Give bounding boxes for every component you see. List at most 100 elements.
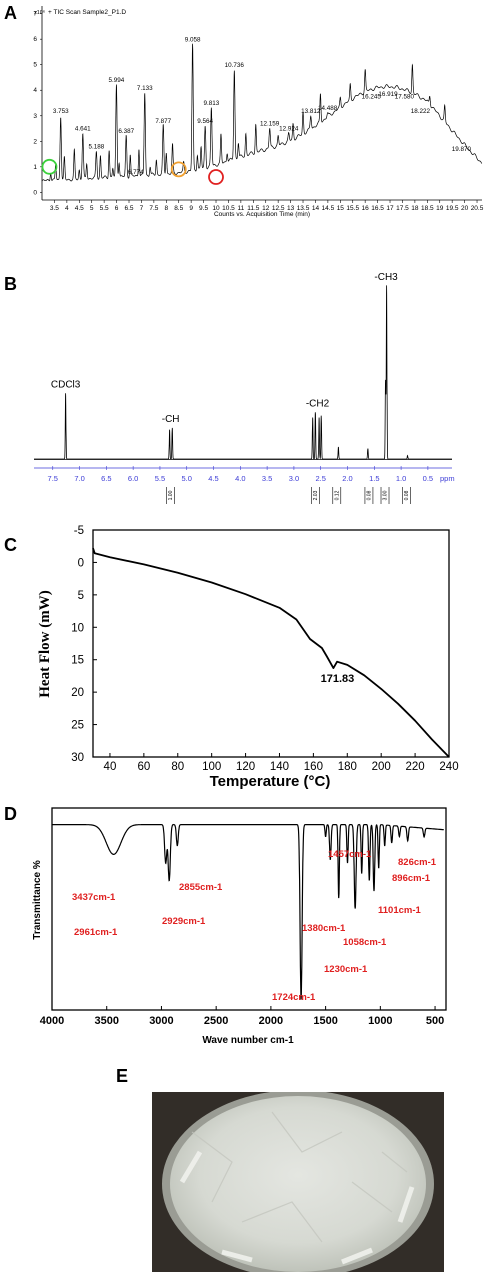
chromatogram-x-tick-label: 7.5	[149, 205, 158, 212]
ftir-x-tick-label: 1000	[368, 1015, 392, 1027]
nmr-x-tick-label: 0.5	[423, 474, 433, 483]
ftir-x-tick-label: 3000	[149, 1015, 173, 1027]
chromatogram-x-tick-label: 9	[189, 205, 193, 212]
chromatogram-x-tick-label: 12	[262, 205, 270, 212]
dsc-x-tick-label: 240	[439, 761, 458, 773]
polymer-film	[170, 1096, 426, 1272]
chromatogram-x-tick-label: 5.5	[100, 205, 109, 212]
chromatogram-x-tick-label: 17	[386, 205, 394, 212]
chromatogram-x-tick-label: 19.5	[446, 205, 459, 212]
dsc-y-tick-label: 15	[71, 655, 84, 667]
chromatogram-peak-label: 12.924	[279, 126, 299, 133]
chromatogram-x-tick-label: 13.5	[297, 205, 310, 212]
chromatogram-highlight-circle	[41, 158, 58, 175]
panel-label-b: B	[4, 274, 17, 294]
nmr-integral-value: 1.00	[168, 490, 174, 500]
chromatogram-trace	[41, 43, 483, 182]
nmr-x-tick-label: 1.0	[396, 474, 406, 483]
chromatogram-x-tick-label: 14	[312, 205, 320, 212]
chromatogram-x-tick-label: 8	[164, 205, 168, 212]
film-photo	[152, 1092, 444, 1272]
chromatogram-peak-label: 3.753	[53, 108, 69, 115]
chromatogram-x-tick-label: 5	[90, 205, 94, 212]
chromatogram-x-tick-label: 6	[115, 205, 119, 212]
chromatogram-y-exponent: x10⁶	[34, 9, 45, 16]
chromatogram-peak-label: 14.488	[318, 105, 338, 112]
chromatogram-x-tick-label: 15.5	[346, 205, 359, 212]
nmr-x-tick-label: 5.5	[155, 474, 165, 483]
ftir-x-tick-label: 1500	[313, 1015, 337, 1027]
chromatogram-x-tick-label: 13	[287, 205, 295, 212]
dsc-y-label: Heat Flow (mW)	[37, 590, 53, 697]
nmr-x-tick-label: 2.0	[342, 474, 352, 483]
nmr-peak-assignment: CDCl3	[51, 379, 81, 390]
ftir-x-tick-label: 3500	[94, 1015, 118, 1027]
chromatogram-x-tick-label: 18	[411, 205, 419, 212]
nmr-integral-value: 0.08	[404, 490, 410, 500]
nmr-x-tick-label: 6.5	[101, 474, 111, 483]
chromatogram-peak-label: 4.641	[75, 126, 91, 133]
chromatogram-y-tick-label: 5	[33, 62, 37, 69]
nmr-ppm-label: ppm	[440, 474, 455, 483]
dsc-peak-label: 171.83	[321, 673, 355, 685]
chromatogram-x-tick-label: 10.5	[222, 205, 235, 212]
ftir-band-label: 1380cm-1	[302, 923, 346, 934]
chromatogram-x-tick-label: 20	[461, 205, 469, 212]
dsc-heat-flow-curve	[92, 547, 450, 758]
chromatogram-x-tick-label: 7	[140, 205, 144, 212]
chromatogram-peak-label: 16.919	[378, 91, 398, 98]
ftir-frame	[51, 807, 447, 1011]
dsc-y-tick-label: 20	[71, 687, 84, 699]
chromatogram-peak-label: 10.736	[225, 62, 245, 69]
dsc-x-tick-label: 220	[406, 761, 425, 773]
chromatogram-x-tick-label: 15	[337, 205, 345, 212]
nmr-integral-value: 3.00	[383, 490, 389, 500]
nmr-peak-assignment: -CH	[162, 414, 180, 425]
chromatogram-peak-label: 6.387	[118, 128, 134, 135]
chromatogram-y-tick-label: 3	[33, 113, 37, 120]
chromatogram-x-tick-label: 10	[212, 205, 220, 212]
chromatogram-x-tick-label: 3.5	[50, 205, 59, 212]
ftir-band-label: 3437cm-1	[72, 892, 116, 903]
dsc-frame	[92, 529, 450, 758]
ftir-x-tick-label: 4000	[40, 1015, 64, 1027]
ftir-band-label: 1058cm-1	[343, 937, 387, 948]
dsc-x-tick-label: 180	[338, 761, 357, 773]
panel-label-e: E	[116, 1066, 128, 1086]
dsc-y-tick-label: 0	[78, 557, 84, 569]
chromatogram-x-tick-label: 4	[65, 205, 69, 212]
nmr-integral-value: 0.12	[334, 490, 340, 500]
nmr-integral-bracket	[166, 487, 175, 504]
nmr-integral-bracket	[380, 487, 390, 504]
ftir-panel: Wave number cm-1 Transmittance % 4000 350…	[32, 807, 447, 1046]
ftir-band-label: 896cm-1	[392, 873, 431, 884]
chromatogram-x-tick-label: 14.5	[322, 205, 335, 212]
chromatogram-y-tick-label: 1	[33, 164, 37, 171]
film-photo-drawing	[152, 1092, 444, 1272]
dsc-y-tick-label: 10	[71, 622, 84, 634]
dsc-x-label: Temperature (°C)	[210, 773, 331, 790]
chromatogram-x-tick-label: 16	[362, 205, 370, 212]
ftir-band-label: 1457cm-1	[328, 849, 372, 860]
ftir-x-tick-label: 500	[426, 1015, 444, 1027]
nmr-peak-assignment: -CH3	[374, 272, 398, 283]
ftir-band-label: 2961cm-1	[74, 927, 118, 938]
nmr-x-tick-label: 5.0	[182, 474, 192, 483]
ftir-x-label: Wave number cm-1	[202, 1035, 294, 1046]
chromatogram-y-tick-label: 4	[33, 87, 37, 94]
chromatogram-panel: + TIC Scan Sample2_P1.D x10⁶ Counts vs. …	[33, 6, 484, 218]
nmr-x-tick-label: 6.0	[128, 474, 138, 483]
chromatogram-x-tick-label: 4.5	[75, 205, 84, 212]
chromatogram-x-tick-label: 8.5	[174, 205, 183, 212]
nmr-x-tick-label: 7.5	[48, 474, 58, 483]
ftir-band-label: 2929cm-1	[162, 916, 206, 927]
chromatogram-highlight-circle	[208, 169, 224, 185]
dsc-y-tick-label: 25	[71, 720, 84, 732]
chromatogram-peak-label: 19.870	[452, 146, 472, 153]
dsc-x-tick-label: 120	[236, 761, 255, 773]
nmr-integral-bracket	[364, 487, 374, 504]
chromatogram-peak-label: 9.058	[185, 36, 201, 43]
chromatogram-x-tick-label: 18.5	[421, 205, 434, 212]
ftir-band-label: 826cm-1	[398, 857, 437, 868]
